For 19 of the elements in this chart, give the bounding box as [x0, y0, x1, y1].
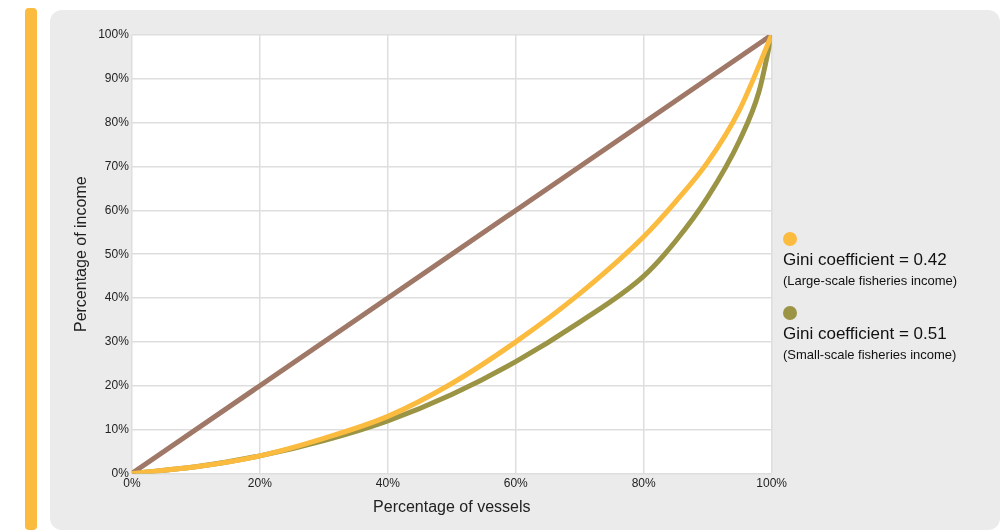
y-tick-label: 100% [98, 27, 130, 42]
y-tick-label: 50% [104, 246, 130, 261]
legend-label: Gini coefficient = 0.51 (Small-scale fisheries income) [783, 324, 958, 362]
x-tick-label: 100% [756, 475, 788, 490]
y-tick-label: 40% [104, 290, 130, 305]
y-tick-label: 30% [104, 334, 130, 349]
y-tick-label: 80% [104, 114, 130, 129]
y-tick-label: 90% [104, 71, 130, 86]
y-tick-label: 20% [104, 378, 130, 393]
x-tick-label: 60% [503, 475, 529, 490]
y-tick-label: 10% [104, 421, 130, 436]
y-tick-label: 70% [104, 158, 130, 173]
x-tick-label: 80% [631, 475, 657, 490]
y-tick-label: 60% [104, 202, 130, 217]
x-tick-label: 40% [375, 475, 401, 490]
y-axis-title: Percentage of income [72, 176, 90, 333]
x-tick-label: 20% [247, 475, 273, 490]
x-axis-title: Percentage of vessels [373, 497, 531, 515]
legend-label: Gini coefficient = 0.42 (Large-scale fisheries income) [783, 250, 959, 288]
